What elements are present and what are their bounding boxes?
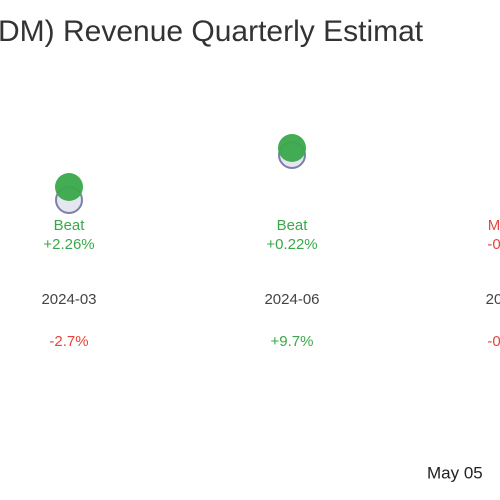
- result-label: M: [488, 217, 500, 234]
- surprise-label: +0.22%: [266, 236, 317, 253]
- surprise-label: -0: [487, 236, 500, 253]
- period-label: 2024-06: [264, 291, 319, 308]
- surprise-label: +2.26%: [43, 236, 94, 253]
- change-label: -0: [487, 333, 500, 350]
- result-label: Beat: [277, 217, 309, 234]
- result-label: Beat: [54, 217, 86, 234]
- footer-date: May 05: [427, 463, 483, 482]
- period-label: 20: [486, 291, 500, 308]
- change-label: +9.7%: [271, 333, 314, 350]
- chart-title: DM) Revenue Quarterly Estimat: [0, 15, 424, 48]
- period-label: 2024-03: [41, 291, 96, 308]
- change-label: -2.7%: [49, 333, 88, 350]
- actual-marker: [278, 134, 306, 162]
- actual-marker: [55, 173, 83, 201]
